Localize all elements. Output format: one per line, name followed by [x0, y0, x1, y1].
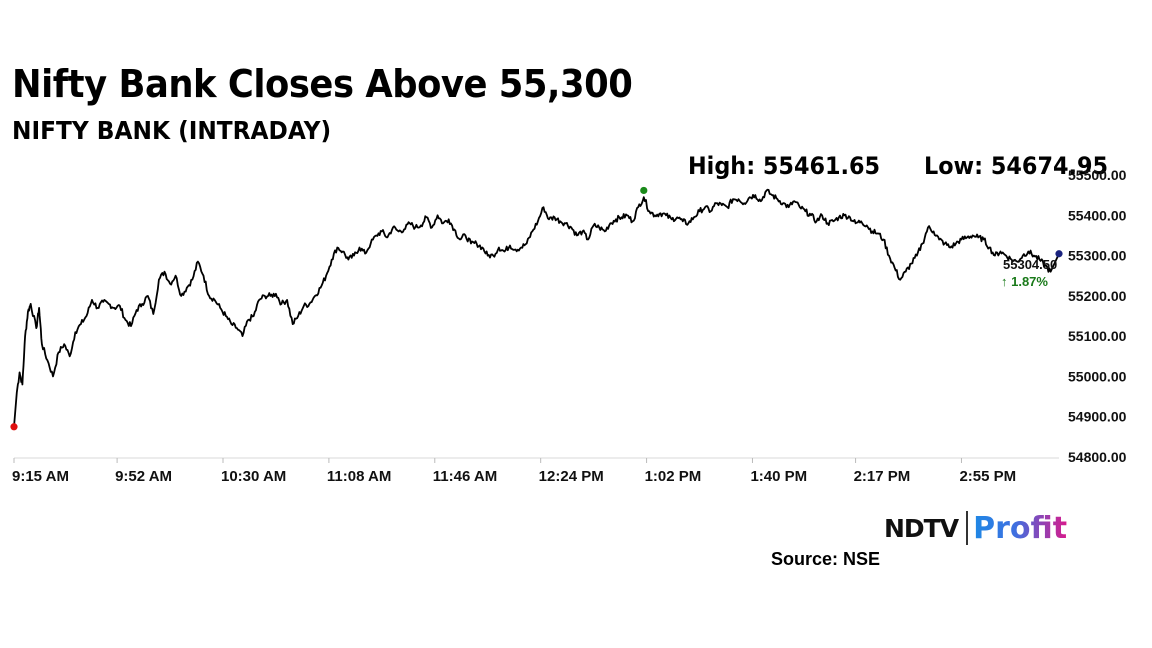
y-tick-label: 54900.00: [1068, 409, 1127, 425]
y-tick-label: 55000.00: [1068, 368, 1127, 384]
start-point-marker: [10, 423, 18, 431]
y-tick-label: 54800.00: [1068, 449, 1127, 465]
x-tick-label: 2:17 PM: [854, 468, 911, 485]
high-point-marker: [640, 186, 648, 195]
y-axis-ticks: 54800.00 54900.00 55000.00 55100.00 55200.00…: [1068, 167, 1127, 465]
change-percent-label: ↑ 1.87%: [1001, 274, 1048, 289]
source-note: Source: NSE: [771, 549, 881, 569]
x-tick-label: 12:24 PM: [539, 468, 604, 485]
x-axis-ticks: 9:15 AM 9:52 AM 10:30 AM 11:08 AM 11:46 AM 12…: [12, 458, 1016, 485]
profit-wordmark: Profit: [973, 510, 1068, 546]
high-value: High: 55461.65: [688, 152, 881, 180]
x-tick-label: 1:02 PM: [645, 468, 702, 485]
x-tick-label: 11:46 AM: [433, 468, 497, 485]
ndtv-profit-logo: NDTV Profit: [884, 508, 1067, 548]
y-tick-label: 55400.00: [1068, 207, 1127, 223]
x-tick-label: 9:52 AM: [115, 468, 172, 485]
x-tick-label: 11:08 AM: [327, 468, 391, 485]
x-tick-label: 2:55 PM: [959, 468, 1016, 485]
last-price-label: 55304.50: [1003, 257, 1057, 272]
x-tick-label: 9:15 AM: [12, 468, 69, 485]
ndtv-wordmark: NDTV: [884, 513, 959, 543]
x-tick-label: 1:40 PM: [750, 468, 807, 485]
y-tick-label: 55200.00: [1068, 288, 1127, 304]
y-tick-label: 55500.00: [1068, 167, 1127, 183]
logo-divider: [966, 511, 969, 545]
low-value: Low: 54674.95: [924, 152, 1109, 180]
x-tick-label: 10:30 AM: [221, 468, 286, 485]
chart-subtitle: NIFTY BANK (INTRADAY): [12, 116, 332, 145]
end-point-marker: [1055, 250, 1063, 258]
headline: Nifty Bank Closes Above 55,300: [12, 62, 633, 106]
y-tick-label: 55100.00: [1068, 328, 1127, 344]
series-line-nifty-bank: [13, 188, 1060, 427]
y-tick-label: 55300.00: [1068, 248, 1127, 264]
